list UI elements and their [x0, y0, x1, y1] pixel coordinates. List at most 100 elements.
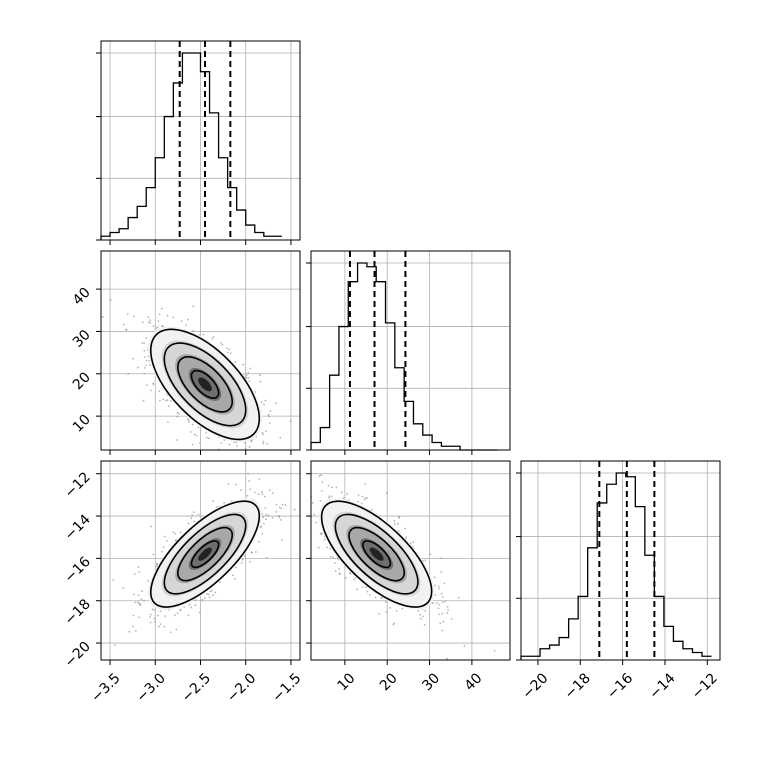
scatter-point	[248, 480, 251, 482]
scatter-point	[262, 440, 265, 443]
scatter-point	[158, 390, 161, 393]
scatter-point	[374, 596, 377, 599]
scatter-point	[157, 614, 159, 617]
scatter-point	[212, 336, 215, 338]
scatter-point	[438, 603, 440, 606]
scatter-point	[435, 602, 438, 605]
scatter-point	[173, 614, 176, 617]
scatter-point	[433, 576, 436, 579]
scatter-point	[132, 625, 134, 628]
scatter-point	[226, 347, 228, 350]
panel-content	[102, 299, 292, 450]
scatter-point	[202, 333, 205, 336]
scatter-point	[258, 540, 260, 543]
scatter-point	[159, 399, 161, 402]
scatter-point	[317, 546, 320, 549]
scatter-point	[405, 536, 408, 539]
scatter-point	[137, 594, 140, 597]
scatter-point	[335, 486, 338, 489]
scatter-point	[289, 420, 292, 422]
scatter-point	[211, 337, 214, 340]
scatter-point	[161, 325, 163, 327]
contour-line-2	[163, 513, 247, 595]
scatter-point	[438, 587, 440, 590]
scatter-point	[424, 609, 427, 612]
scatter-point	[364, 483, 367, 485]
panel-content	[295, 474, 496, 660]
scatter-point	[198, 441, 201, 444]
scatter-point	[493, 649, 496, 652]
scatter-point	[150, 389, 152, 392]
scatter-point	[170, 399, 172, 402]
scatter-point	[164, 399, 167, 402]
scatter-point	[150, 525, 153, 528]
scatter-point	[329, 548, 332, 550]
scatter-point	[361, 495, 364, 498]
scatter-point	[228, 443, 231, 446]
histogram-panel-1	[306, 250, 511, 455]
scatter-point	[134, 629, 137, 632]
panel-frame	[310, 460, 511, 661]
scatter-point	[114, 644, 116, 646]
density-shade-4	[198, 377, 212, 392]
scatter-point	[191, 423, 194, 426]
scatter-point	[332, 556, 334, 559]
scatter-point	[162, 545, 165, 548]
scatter-point	[137, 566, 140, 569]
scatter-point	[410, 542, 412, 545]
x-tick-label: −12	[689, 670, 721, 702]
scatter-panel-0-2: −3.5 −3.0 −2.5 −2.0 −1.5 −20 −18 −16 −14 −12	[62, 460, 305, 706]
scatter-point	[148, 321, 150, 324]
scatter-point	[397, 529, 400, 532]
scatter-point	[172, 316, 175, 319]
scatter-point	[208, 596, 211, 599]
scatter-point	[223, 501, 225, 504]
scatter-point	[264, 507, 267, 510]
scatter-point	[269, 410, 272, 412]
scatter-point	[141, 342, 144, 344]
contour-line-2	[334, 513, 419, 595]
scatter-point	[221, 343, 224, 346]
scatter-point	[163, 535, 166, 538]
scatter-point	[229, 352, 232, 355]
scatter-point	[264, 518, 267, 521]
scatter-point	[265, 513, 268, 516]
scatter-point	[143, 349, 146, 352]
scatter-point	[247, 472, 249, 475]
scatter-point	[158, 313, 161, 316]
scatter-point	[412, 541, 415, 543]
grid-lines	[537, 461, 708, 660]
scatter-point	[142, 399, 145, 402]
scatter-point	[328, 495, 331, 498]
scatter-point	[188, 421, 190, 423]
scatter-point	[158, 625, 160, 628]
scatter-point	[249, 488, 251, 491]
scatter-point	[261, 491, 264, 493]
scatter-point	[153, 617, 156, 620]
scatter-point	[139, 604, 142, 607]
scatter-point	[446, 605, 449, 608]
scatter-point	[203, 597, 206, 600]
scatter-point	[164, 615, 167, 618]
scatter-point	[457, 596, 460, 599]
y-tick-label: −20	[62, 639, 94, 671]
scatter-point	[261, 493, 264, 496]
scatter-point	[300, 524, 302, 526]
scatter-point	[321, 532, 323, 535]
scatter-point	[265, 430, 267, 433]
scatter-point	[176, 415, 178, 418]
scatter-point	[187, 522, 190, 525]
scatter-point	[334, 570, 337, 573]
x-tick-label: 10	[335, 670, 359, 694]
scatter-point	[433, 584, 436, 587]
y-tick-label: −14	[62, 511, 94, 543]
scatter-point	[234, 577, 237, 580]
scatter-point	[441, 596, 444, 599]
scatter-point	[295, 482, 297, 484]
scatter-point	[446, 657, 448, 660]
y-tick-label: 30	[70, 327, 94, 351]
scatter-point	[441, 612, 443, 615]
scatter-point	[262, 433, 264, 436]
scatter-point	[149, 321, 152, 324]
histogram-panel-2: −20 −18 −16 −14 −12	[516, 460, 721, 703]
